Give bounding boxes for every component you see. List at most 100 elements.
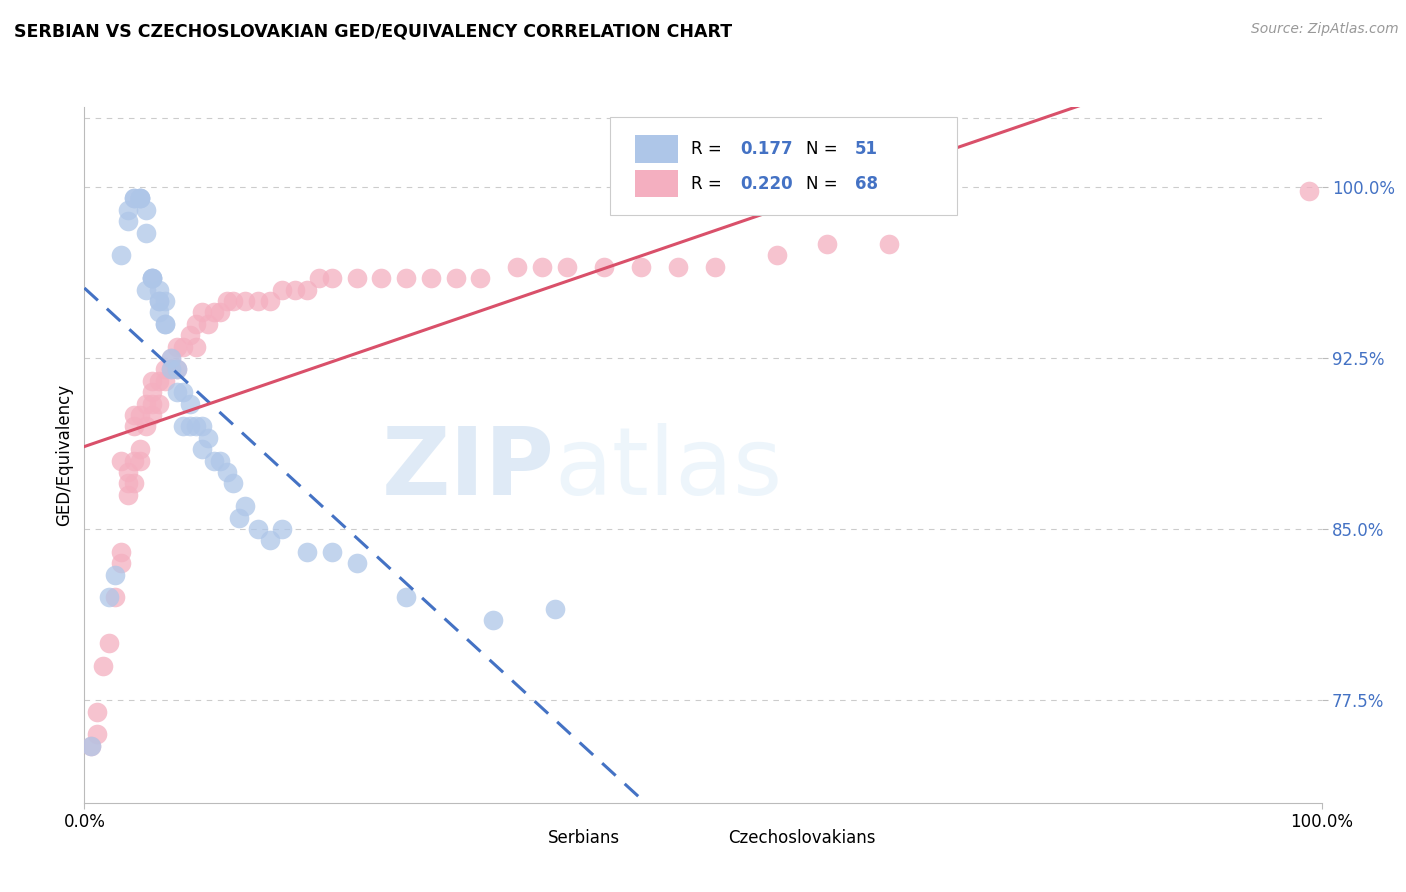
Point: [117, 202, 139, 217]
Point: [135, 202, 157, 217]
Point: [135, 283, 157, 297]
Point: [346, 556, 368, 570]
Point: [246, 522, 269, 536]
Point: [209, 305, 232, 319]
Point: [160, 351, 183, 365]
Point: [555, 260, 578, 274]
Point: [271, 283, 294, 297]
Text: 51: 51: [855, 140, 879, 158]
Point: [129, 453, 152, 467]
Point: [129, 191, 152, 205]
Point: [184, 340, 207, 354]
Point: [172, 419, 194, 434]
Point: [153, 293, 176, 308]
Point: [215, 465, 238, 479]
Point: [98, 636, 121, 650]
Point: [166, 385, 188, 400]
Point: [110, 248, 132, 262]
Point: [259, 533, 281, 548]
Point: [148, 374, 170, 388]
Point: [346, 271, 368, 285]
Point: [202, 305, 225, 319]
Text: N =: N =: [806, 140, 842, 158]
FancyBboxPatch shape: [610, 118, 956, 215]
Point: [141, 271, 163, 285]
Point: [166, 362, 188, 376]
Point: [222, 293, 245, 308]
Text: Source: ZipAtlas.com: Source: ZipAtlas.com: [1251, 22, 1399, 37]
Text: R =: R =: [690, 175, 727, 193]
Point: [184, 419, 207, 434]
Point: [135, 419, 157, 434]
Point: [160, 351, 183, 365]
FancyBboxPatch shape: [636, 169, 678, 197]
Point: [233, 500, 256, 514]
Point: [246, 293, 269, 308]
Point: [321, 271, 343, 285]
Point: [215, 293, 238, 308]
Point: [148, 293, 170, 308]
Point: [191, 442, 214, 457]
FancyBboxPatch shape: [636, 135, 678, 162]
Point: [79, 739, 101, 753]
Text: N =: N =: [806, 175, 842, 193]
Point: [630, 260, 652, 274]
Y-axis label: GED/Equivalency: GED/Equivalency: [55, 384, 73, 526]
Point: [122, 419, 145, 434]
Point: [222, 476, 245, 491]
Text: Czechoslovakians: Czechoslovakians: [728, 830, 876, 847]
Point: [395, 271, 418, 285]
Point: [79, 739, 101, 753]
Point: [104, 591, 127, 605]
Point: [129, 442, 152, 457]
Point: [153, 317, 176, 331]
Point: [228, 510, 250, 524]
Point: [122, 191, 145, 205]
Point: [666, 260, 689, 274]
Text: R =: R =: [690, 140, 727, 158]
Point: [98, 591, 121, 605]
Point: [148, 305, 170, 319]
Point: [110, 453, 132, 467]
Point: [104, 567, 127, 582]
Point: [543, 602, 565, 616]
Point: [179, 328, 201, 343]
Point: [148, 293, 170, 308]
Point: [191, 305, 214, 319]
Point: [122, 408, 145, 422]
Point: [395, 591, 418, 605]
Point: [148, 396, 170, 410]
Point: [197, 431, 219, 445]
Point: [284, 283, 307, 297]
Point: [197, 317, 219, 331]
Point: [593, 260, 616, 274]
Point: [370, 271, 392, 285]
Point: [172, 385, 194, 400]
Point: [129, 191, 152, 205]
Point: [704, 260, 727, 274]
Point: [166, 362, 188, 376]
Point: [470, 271, 492, 285]
Point: [1298, 185, 1320, 199]
Point: [184, 317, 207, 331]
Point: [295, 283, 318, 297]
Text: 0.177: 0.177: [740, 140, 793, 158]
Point: [117, 476, 139, 491]
Point: [506, 260, 529, 274]
Point: [110, 545, 132, 559]
Point: [110, 556, 132, 570]
Point: [160, 362, 183, 376]
Point: [766, 248, 789, 262]
Point: [129, 408, 152, 422]
Point: [209, 453, 232, 467]
Point: [233, 293, 256, 308]
Point: [531, 260, 554, 274]
Text: Serbians: Serbians: [548, 830, 620, 847]
Point: [172, 340, 194, 354]
Point: [129, 191, 152, 205]
Point: [148, 283, 170, 297]
Point: [122, 476, 145, 491]
Point: [117, 214, 139, 228]
Text: ZIP: ZIP: [381, 423, 554, 515]
FancyBboxPatch shape: [492, 825, 536, 852]
